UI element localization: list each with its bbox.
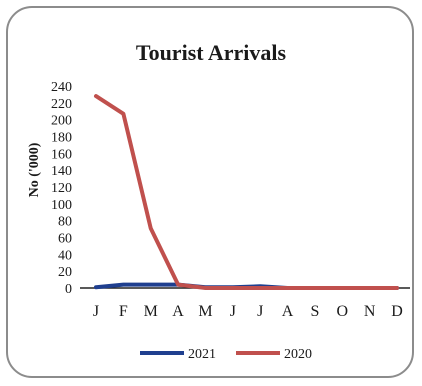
x-tick-label: J bbox=[93, 303, 99, 320]
y-tick-label: 60 bbox=[58, 232, 72, 247]
y-tick-label: 180 bbox=[51, 131, 72, 146]
legend-item-2020: 2020 bbox=[236, 347, 312, 362]
y-tick-label: 20 bbox=[58, 265, 72, 280]
y-tick-label: 200 bbox=[51, 114, 72, 129]
x-tick-label: J bbox=[257, 303, 263, 320]
y-axis-label: No ('000) bbox=[27, 142, 42, 197]
y-tick-label: 0 bbox=[65, 282, 72, 297]
y-tick-label: 160 bbox=[51, 147, 72, 162]
chart-frame bbox=[6, 6, 414, 378]
legend-label: 2020 bbox=[284, 347, 312, 362]
y-tick-label: 80 bbox=[58, 215, 72, 230]
x-tick-label: D bbox=[391, 303, 403, 320]
legend: 2021 2020 bbox=[140, 347, 312, 362]
x-tick-label: O bbox=[336, 303, 348, 320]
y-tick-label: 100 bbox=[51, 198, 72, 213]
x-tick-label: A bbox=[172, 303, 184, 320]
x-tick-label: M bbox=[198, 303, 212, 320]
y-tick-label: 240 bbox=[51, 80, 72, 95]
x-tick-label: N bbox=[364, 303, 376, 320]
y-tick-label: 40 bbox=[58, 248, 72, 263]
y-tick-label: 220 bbox=[51, 97, 72, 112]
series-lines bbox=[94, 94, 399, 290]
legend-item-2021: 2021 bbox=[140, 347, 216, 362]
x-tick-label: J bbox=[230, 303, 236, 320]
legend-label: 2021 bbox=[188, 347, 216, 362]
x-tick-label: A bbox=[282, 303, 294, 320]
chart-title: Tourist Arrivals bbox=[136, 40, 287, 65]
series-line-2020 bbox=[94, 94, 399, 290]
x-tick-label: M bbox=[144, 303, 158, 320]
y-tick-label: 120 bbox=[51, 181, 72, 196]
y-tick-label: 140 bbox=[51, 164, 72, 179]
x-tick-label: S bbox=[310, 303, 319, 320]
x-tick-label: F bbox=[119, 303, 128, 320]
